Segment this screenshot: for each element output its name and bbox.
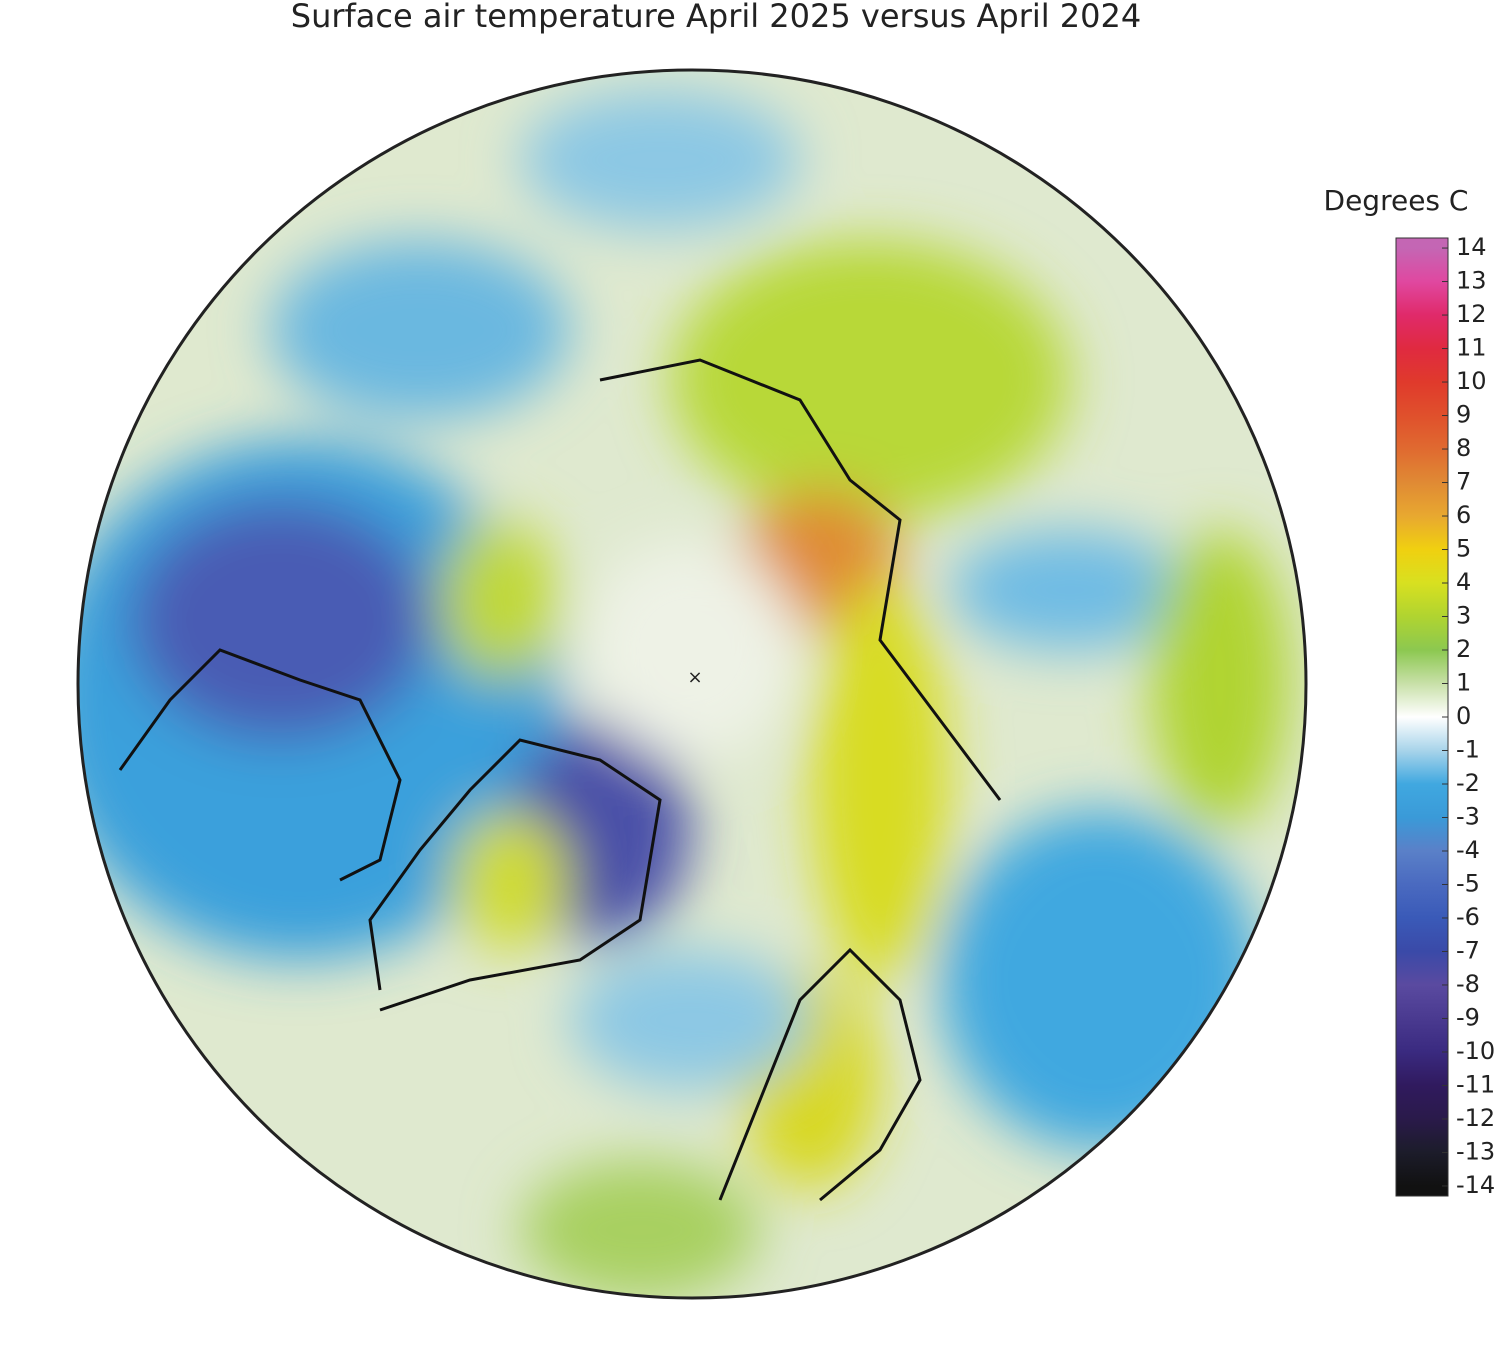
temperature-field: [78, 70, 1306, 1298]
colorbar-tick-label: 6: [1456, 501, 1471, 529]
map-title: Surface air temperature April 2025 versu…: [291, 0, 1141, 35]
colorbar-tick-label: 8: [1456, 434, 1471, 462]
map-border: [76, 68, 1308, 1300]
colorbar-tick-label: -7: [1456, 936, 1480, 964]
colorbar-tick-label: -12: [1456, 1104, 1495, 1132]
pole-marker: ×: [687, 667, 702, 688]
colorbar-tick-label: -13: [1456, 1137, 1495, 1165]
colorbar-tick-label: 0: [1456, 702, 1471, 730]
colorbar-tick-label: 9: [1456, 401, 1471, 429]
colorbar-tick-label: 2: [1456, 635, 1471, 663]
colorbar-tick-label: -3: [1456, 802, 1480, 830]
colorbar-tick-label: -1: [1456, 735, 1480, 763]
colorbar-tick-label: 12: [1456, 300, 1487, 328]
colorbar-ramp: [1395, 237, 1449, 1197]
colorbar-tick-label: -14: [1456, 1171, 1495, 1199]
colorbar-tick-label: 11: [1456, 334, 1487, 362]
colorbar-tick-label: 5: [1456, 535, 1471, 563]
colorbar-tick-label: -9: [1456, 1003, 1480, 1031]
colorbar-tick-label: -5: [1456, 869, 1480, 897]
colorbar-tick-label: -4: [1456, 836, 1480, 864]
colorbar-tick-label: -10: [1456, 1037, 1495, 1065]
colorbar-tick-label: 10: [1456, 367, 1487, 395]
colorbar-tick-label: 13: [1456, 267, 1487, 295]
colorbar-tick-label: 1: [1456, 669, 1471, 697]
colorbar-tick-label: 14: [1456, 233, 1487, 261]
colorbar-tick-label: 4: [1456, 568, 1471, 596]
colorbar-tick-label: -8: [1456, 970, 1480, 998]
colorbar-tick-label: 7: [1456, 468, 1471, 496]
colorbar-tick-label: 3: [1456, 602, 1471, 630]
colorbar: 14131211109876543210-1-2-3-4-5-6-7-8-9-1…: [1395, 233, 1495, 1199]
colorbar-label: Degrees C: [1324, 184, 1469, 217]
colorbar-tick-label: -6: [1456, 903, 1480, 931]
colorbar-tick-label: -11: [1456, 1070, 1495, 1098]
colorbar-tick-label: -2: [1456, 769, 1480, 797]
